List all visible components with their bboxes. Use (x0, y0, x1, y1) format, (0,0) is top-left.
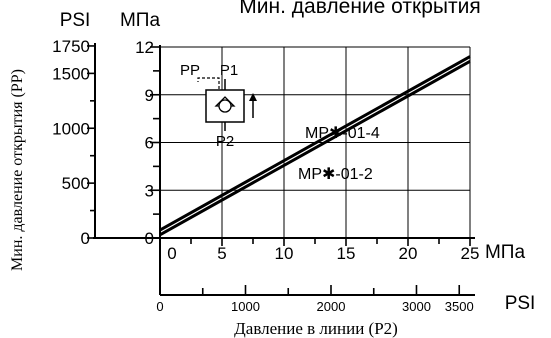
x-tick-label: 25 (461, 244, 480, 263)
y-axis-label: Мин. давление открытия (PP) (9, 69, 26, 271)
valve-ball (218, 99, 232, 113)
x-tick-label: 20 (399, 244, 418, 263)
x-secondary-tick-label: 1000 (231, 299, 260, 314)
x-tick-label: 10 (275, 244, 294, 263)
y-tick-label: 9 (145, 86, 154, 105)
series-layer (159, 55, 471, 237)
y-tick-label: 3 (145, 181, 154, 200)
y-secondary-tick-label: 0 (81, 229, 90, 248)
y-secondary-tick-label: 1750 (52, 37, 90, 56)
y-secondary-tick-label: 500 (62, 174, 90, 193)
x-tick-label: 0 (167, 244, 176, 263)
series-line-2 (159, 60, 471, 237)
x-tick-label: 5 (217, 244, 226, 263)
x-secondary-tick-label: 3500 (445, 299, 474, 314)
y-secondary-tick-label: 1000 (52, 119, 90, 138)
x-secondary-tick-label: 0 (156, 299, 163, 314)
y-tick-label: 12 (135, 38, 154, 57)
series-label-mp-01-2: MP✱-01-2 (298, 166, 373, 183)
y-unit: МПа (120, 10, 160, 31)
series-line-1 (159, 55, 471, 232)
p1-port-label: P1 (220, 62, 238, 79)
y-secondary-tick-label: 1500 (52, 64, 90, 83)
y-tick-label: 6 (145, 134, 154, 153)
pilot-line-dashed (197, 77, 220, 89)
check-valve-symbol: PP P1 P2 (180, 62, 257, 150)
x-tick-label: 15 (337, 244, 356, 263)
y-unit-secondary: PSI (60, 10, 91, 31)
pp-port-label: PP (180, 62, 200, 79)
chart-title: Мин. давление открытия (239, 0, 480, 18)
x-secondary-tick-label: 2000 (317, 299, 346, 314)
y-tick-label: 0 (145, 229, 154, 248)
x-unit: МПа (485, 242, 525, 263)
x-axis-label: Давление в линии (P2) (234, 319, 398, 338)
p2-port-label: P2 (216, 133, 234, 150)
flow-arrowhead-icon (249, 93, 257, 101)
ticks: 0 3 6 9 12 0 500 1000 1500 1750 0 5 10 15 20 25 0 1000 200… (52, 37, 479, 314)
x-unit-secondary: PSI (505, 293, 536, 314)
series-label-mp-01-4: MP✱-01-4 (305, 125, 380, 142)
x-secondary-tick-label: 3000 (402, 299, 431, 314)
